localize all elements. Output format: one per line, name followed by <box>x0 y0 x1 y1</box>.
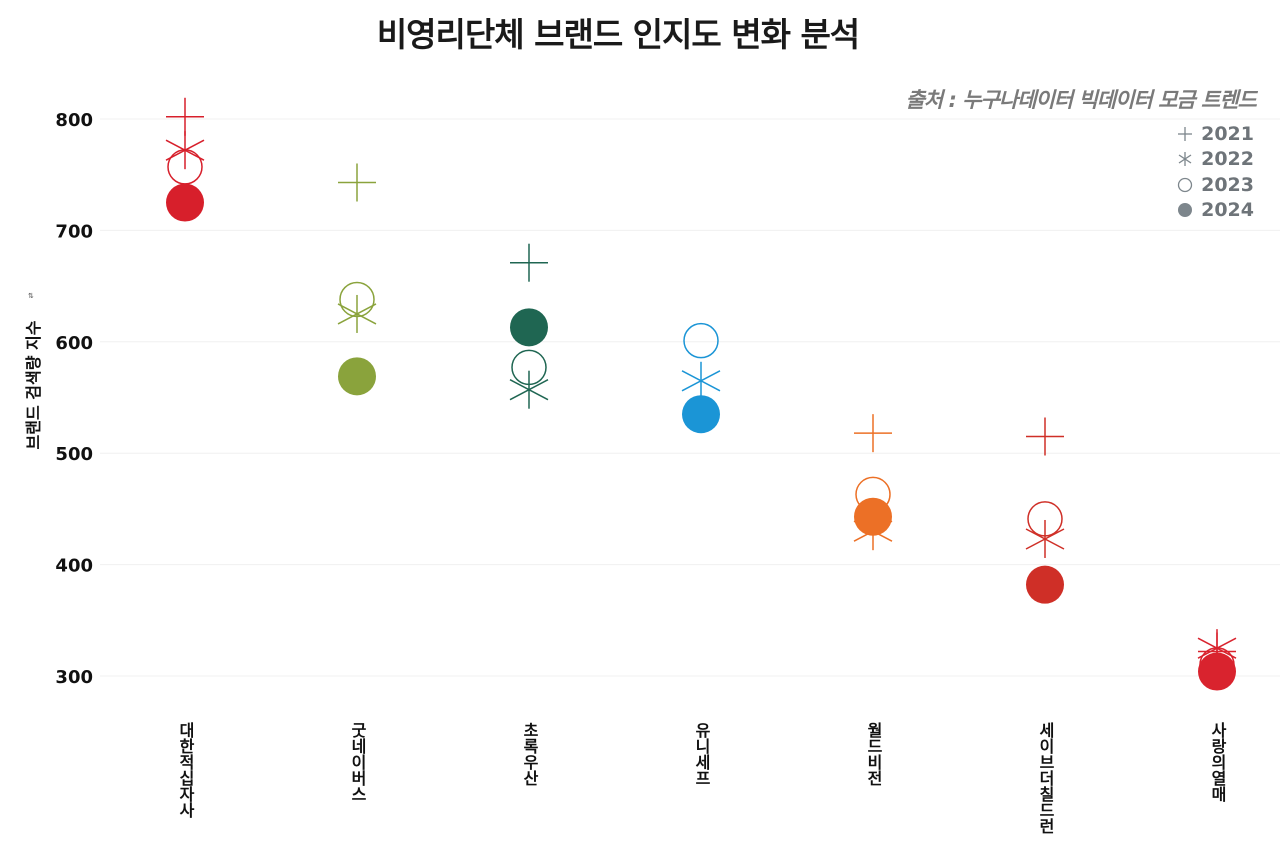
marker-circle-open <box>1027 501 1063 537</box>
legend-label: 2024 <box>1201 199 1254 222</box>
legend-label: 2022 <box>1201 148 1254 171</box>
sort-icon[interactable]: ⇅ <box>28 292 34 300</box>
circle-open-icon <box>1177 177 1193 192</box>
y-tick-label: 700 <box>55 221 93 242</box>
legend-item-2024[interactable]: 2024 <box>1177 198 1254 224</box>
x-tick-label: 유니세프 <box>692 722 711 786</box>
marker-circle-open <box>511 349 547 386</box>
asterisk-icon <box>1178 152 1192 167</box>
marker-circle-open <box>683 322 719 359</box>
legend-item-2023[interactable]: 2023 <box>1177 172 1254 198</box>
marker-circle-open <box>339 281 375 318</box>
x-tick-label: 월드비전 <box>864 722 883 786</box>
x-tick-label: 세이브더칠드런 <box>1036 722 1055 834</box>
legend-item-2022[interactable]: 2022 <box>1177 147 1254 173</box>
legend-label: 2023 <box>1201 173 1254 196</box>
marker-star <box>681 370 721 392</box>
marker-star <box>337 303 377 325</box>
marker-circle-filled <box>1026 565 1064 604</box>
marker-circle-filled <box>854 497 892 536</box>
chart-source: 출처 : 누구나데이터 빅데이터 모금 트렌드 <box>905 88 1257 112</box>
x-tick-label: 대한적십자사 <box>176 722 195 818</box>
y-tick-label: 800 <box>55 110 93 131</box>
y-tick-label: 500 <box>55 444 93 465</box>
x-tick-label: 굿네이버스 <box>348 722 367 802</box>
chart-title: 비영리단체 브랜드 인지도 변화 분석 <box>376 15 860 54</box>
marker-circle-filled <box>510 308 548 347</box>
marker-circle-filled <box>682 395 720 434</box>
y-tick-label: 400 <box>55 556 93 577</box>
marker-circle-filled <box>1198 652 1236 691</box>
marker-circle-filled <box>338 357 376 396</box>
legend: 2021 2022 2023 2024 <box>1177 121 1254 223</box>
x-tick-label: 초록우산 <box>520 722 539 786</box>
marker-circle-filled <box>166 183 204 222</box>
y-tick-label: 300 <box>55 667 93 688</box>
x-tick-label: 사랑의열매 <box>1208 722 1227 802</box>
legend-item-2021[interactable]: 2021 <box>1177 121 1254 147</box>
marker-star <box>1025 528 1065 550</box>
plus-icon <box>1178 126 1193 141</box>
y-tick-label: 600 <box>55 333 93 354</box>
legend-label: 2021 <box>1201 122 1254 145</box>
circle-filled-icon <box>1178 203 1193 218</box>
marker-star <box>509 379 549 401</box>
